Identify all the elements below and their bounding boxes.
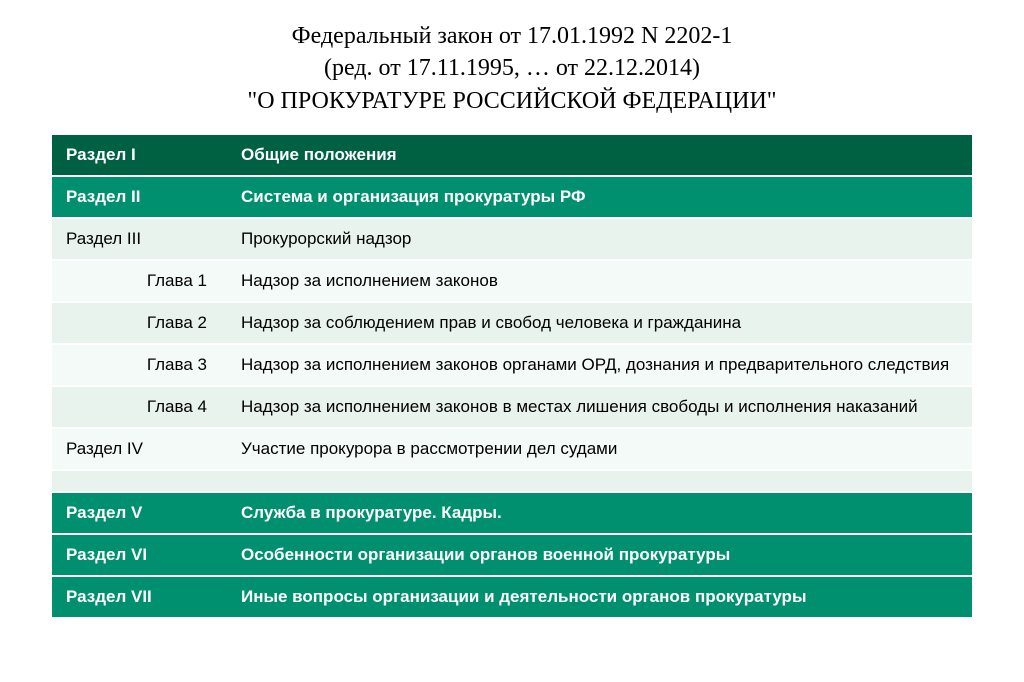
section-label: Раздел VI (52, 535, 227, 575)
table-row: Раздел VСлужба в прокуратуре. Кадры. (52, 493, 972, 535)
section-description: Надзор за исполнением законов в местах л… (227, 387, 972, 427)
table-row: Раздел IIСистема и организация прокурату… (52, 177, 972, 219)
table-row: Раздел IОбщие положения (52, 135, 972, 177)
section-description (227, 471, 972, 491)
document-title: Федеральный закон от 17.01.1992 N 2202-1… (40, 20, 984, 117)
section-label: Раздел I (52, 135, 227, 175)
section-description: Надзор за исполнением законов (227, 261, 972, 301)
section-description: Общие положения (227, 135, 972, 175)
section-description: Система и организация прокуратуры РФ (227, 177, 972, 217)
table-row: Глава 1Надзор за исполнением законов (52, 261, 972, 303)
table-row: Раздел IVУчастие прокурора в рассмотрени… (52, 429, 972, 471)
table-row: Глава 2Надзор за соблюдением прав и своб… (52, 303, 972, 345)
section-label: Раздел III (52, 219, 227, 259)
section-label: Раздел II (52, 177, 227, 217)
section-label: Глава 3 (52, 345, 227, 385)
section-label: Глава 2 (52, 303, 227, 343)
section-label: Раздел VII (52, 577, 227, 617)
section-description: Служба в прокуратуре. Кадры. (227, 493, 972, 533)
table-row: Глава 4Надзор за исполнением законов в м… (52, 387, 972, 429)
table-row (52, 471, 972, 493)
title-line-2: (ред. от 17.11.1995, … от 22.12.2014) (40, 52, 984, 84)
section-description: Участие прокурора в рассмотрении дел суд… (227, 429, 972, 469)
section-label: Глава 4 (52, 387, 227, 427)
table-row: Раздел VIОсобенности организации органов… (52, 535, 972, 577)
title-line-1: Федеральный закон от 17.01.1992 N 2202-1 (40, 20, 984, 52)
section-label: Глава 1 (52, 261, 227, 301)
section-description: Особенности организации органов военной … (227, 535, 972, 575)
section-label (52, 471, 227, 491)
section-description: Надзор за исполнением законов органами О… (227, 345, 972, 385)
law-structure-table: Раздел IОбщие положенияРаздел IIСистема … (52, 135, 972, 619)
section-description: Иные вопросы организации и деятельности … (227, 577, 972, 617)
title-line-3: "О ПРОКУРАТУРЕ РОССИЙСКОЙ ФЕДЕРАЦИИ" (40, 85, 984, 117)
section-label: Раздел IV (52, 429, 227, 469)
section-label: Раздел V (52, 493, 227, 533)
table-row: Раздел VIIИные вопросы организации и дея… (52, 577, 972, 619)
section-description: Надзор за соблюдением прав и свобод чело… (227, 303, 972, 343)
table-row: Раздел IIIПрокурорский надзор (52, 219, 972, 261)
section-description: Прокурорский надзор (227, 219, 972, 259)
table-row: Глава 3Надзор за исполнением законов орг… (52, 345, 972, 387)
